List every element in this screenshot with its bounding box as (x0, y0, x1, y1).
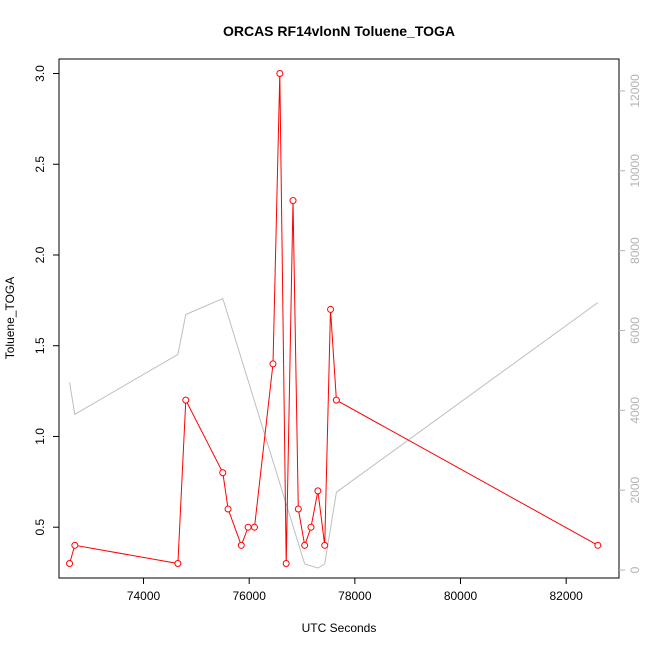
series-primary (66, 70, 602, 567)
x-tick-label: 78000 (338, 589, 372, 603)
data-point (321, 541, 329, 549)
data-point (594, 541, 602, 549)
y2-tick-label: 12000 (628, 74, 642, 108)
y2-tick-label: 8000 (628, 237, 642, 264)
y2-tick-label: 6000 (628, 317, 642, 344)
y2-tick-label: 10000 (628, 154, 642, 188)
y-axis-left: 0.5 1.0 1.5 2.0 2.5 3.0 (33, 65, 59, 536)
y2-tick-label: 2000 (628, 476, 642, 503)
data-point (282, 559, 290, 567)
plot-frame (58, 58, 620, 579)
data-point (182, 396, 190, 404)
data-point (224, 505, 232, 513)
data-point (301, 541, 309, 549)
data-point (276, 70, 284, 78)
data-point (219, 469, 227, 477)
data-point (66, 559, 74, 567)
y-tick-label: 0.5 (33, 519, 47, 536)
data-point (289, 197, 297, 205)
data-point (327, 305, 335, 313)
data-point (250, 523, 258, 531)
data-point (269, 360, 277, 368)
y-tick-label: 2.0 (33, 246, 47, 263)
x-tick-label: 74000 (127, 589, 161, 603)
y-tick-label: 1.5 (33, 337, 47, 354)
x-tick-label: 80000 (444, 589, 478, 603)
data-point (307, 523, 315, 531)
x-axis: 74000 76000 78000 80000 82000 (127, 578, 583, 603)
x-tick-label: 82000 (549, 589, 583, 603)
series-line-secondary (69, 297, 599, 569)
y2-tick-label: 4000 (628, 397, 642, 424)
y-tick-label: 3.0 (33, 65, 47, 82)
chart-title: ORCAS RF14vlonN Toluene_TOGA (223, 23, 455, 39)
data-point (244, 523, 252, 531)
y-tick-label: 2.5 (33, 156, 47, 173)
data-point (294, 505, 302, 513)
data-point (332, 396, 340, 404)
y-axis-right: 0 2000 4000 6000 8000 10000 12000 (619, 74, 642, 573)
data-point (237, 541, 245, 549)
series-line-primary (69, 73, 599, 565)
data-point (174, 559, 182, 567)
y-axis-label: Toluene_TOGA (3, 277, 17, 360)
x-axis-label: UTC Seconds (302, 621, 377, 635)
data-point (71, 541, 79, 549)
x-tick-label: 76000 (233, 589, 267, 603)
data-point (314, 487, 322, 495)
series-secondary (69, 297, 599, 569)
y2-tick-label: 0 (628, 566, 642, 573)
y-tick-label: 1.0 (33, 428, 47, 445)
